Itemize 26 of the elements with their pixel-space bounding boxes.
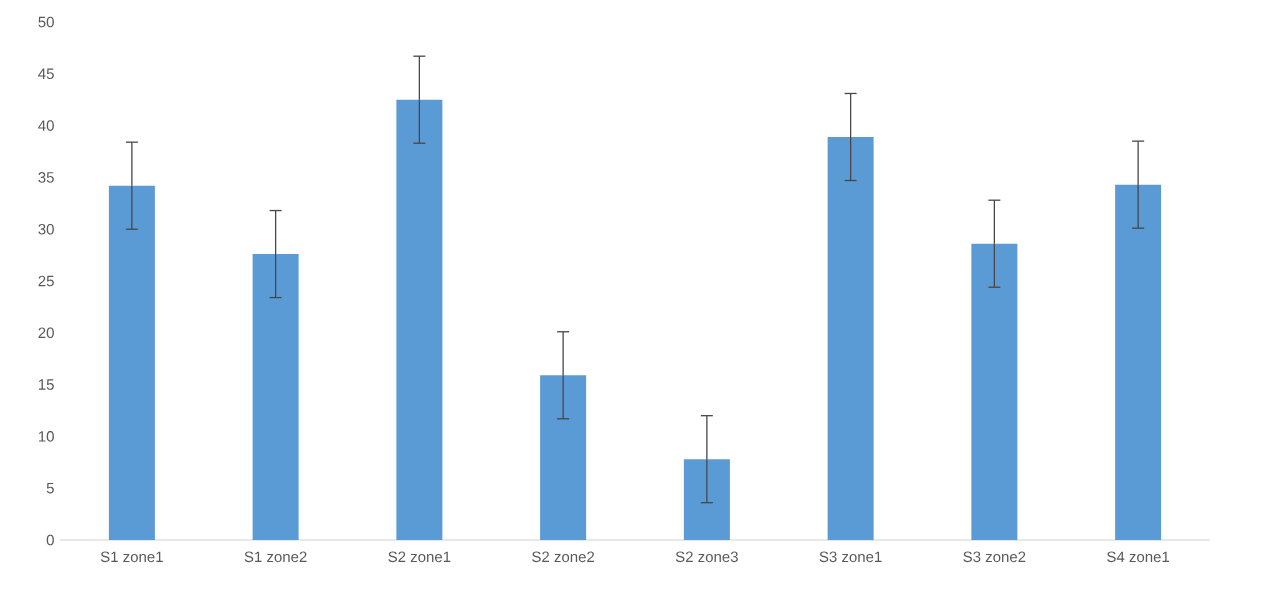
y-tick-label: 20 [38,327,54,339]
bar [971,243,1018,540]
bar [540,375,587,540]
bar [396,99,443,540]
y-tick-label: 40 [38,120,54,131]
x-tick-label: S2 zone3 [675,551,738,563]
y-tick-label: 0 [46,534,54,546]
x-tick-label: S2 zone1 [388,551,451,563]
y-tick-label: 30 [38,223,54,235]
bar [108,185,155,540]
y-tick-label: 45 [38,68,54,80]
bar [827,137,874,540]
x-tick-label: S1 zone2 [244,551,307,563]
y-tick-label: 5 [46,482,54,494]
x-tick-label: S4 zone1 [1107,551,1170,563]
y-tick-label: 10 [38,431,54,442]
x-tick-label: S3 zone2 [963,551,1026,563]
y-tick-label: 35 [38,172,54,183]
y-tick-label: 25 [38,275,54,287]
bar [1115,184,1162,540]
x-tick-label: S2 zone2 [532,551,595,563]
y-tick-label: 15 [38,379,54,390]
x-tick-label: S3 zone1 [819,551,882,563]
bar [252,254,299,540]
x-tick-label: S1 zone1 [100,551,163,563]
y-tick-label: 50 [38,16,54,28]
